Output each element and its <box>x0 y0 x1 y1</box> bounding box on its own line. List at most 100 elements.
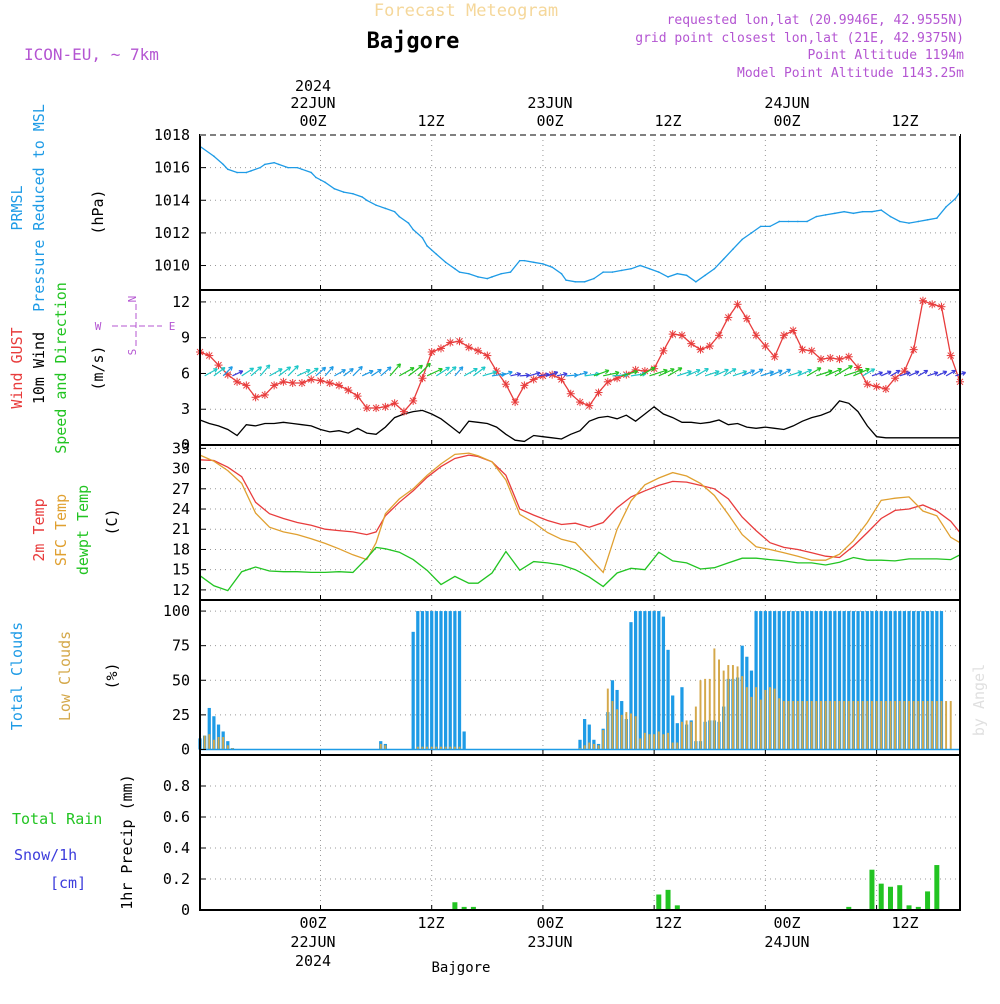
bottom-date-3: 24JUN <box>764 933 809 951</box>
wind-speed-line <box>200 401 960 442</box>
low-clouds-bar <box>616 709 618 749</box>
low-clouds-bar <box>950 701 952 749</box>
low-clouds-bar <box>737 666 739 749</box>
precip-ytick-label-2: 0.4 <box>163 839 190 857</box>
low-clouds-bar <box>686 720 688 749</box>
wind-dir-arrowhead <box>481 367 485 368</box>
pressure-point <box>510 271 512 273</box>
pressure-point <box>880 209 882 211</box>
low-clouds-bar <box>588 743 590 750</box>
pressure-point <box>422 237 424 239</box>
snow-cm-label: [cm] <box>50 874 86 892</box>
pressure-point <box>908 222 910 224</box>
total-clouds-bar <box>662 617 665 750</box>
wind-dir-arrowhead <box>743 371 747 372</box>
temp-ytick-label-7: 33 <box>172 439 190 457</box>
rain-bar <box>888 887 893 910</box>
low-clouds-bar <box>695 707 697 750</box>
low-clouds-bar <box>834 701 836 749</box>
wind-dir-arrowhead <box>508 371 512 372</box>
frames-layer <box>200 135 960 910</box>
pressure-point <box>741 239 743 241</box>
wind-dir-arrowhead <box>770 371 774 372</box>
pressure-ytick-label-1: 1012 <box>154 224 190 242</box>
low-clouds-bar <box>611 701 613 749</box>
pressure-point <box>500 273 502 275</box>
low-clouds-bar <box>709 679 711 750</box>
low-clouds-bar <box>936 701 938 749</box>
pressure-point <box>542 263 544 265</box>
compass-s: S <box>126 349 139 356</box>
low-clouds-bar <box>815 701 817 749</box>
snow-label: Snow/1h <box>14 846 77 864</box>
pressure-point <box>310 172 312 174</box>
top-hour-6: 12Z <box>891 112 918 130</box>
wind-unit: (m/s) <box>89 345 107 390</box>
low-clouds-bar <box>222 737 224 749</box>
low-clouds-bar <box>621 715 623 750</box>
rain-bar <box>934 865 939 910</box>
pressure-point <box>686 275 688 277</box>
total-clouds-bar <box>458 611 461 749</box>
lines-layer <box>196 146 966 591</box>
low-clouds-bar <box>732 665 734 749</box>
wind-dir-arrow <box>325 367 333 376</box>
low-clouds-bar <box>658 731 660 749</box>
pressure-label-main: PRMSL <box>8 185 26 230</box>
clouds-ytick-label-4: 100 <box>163 602 190 620</box>
low-clouds-bar <box>662 734 664 749</box>
pressure-point <box>862 211 864 213</box>
top-year: 2024 <box>295 77 331 95</box>
pressure-point <box>343 191 345 193</box>
pressure-point <box>955 198 957 200</box>
wind-dir-arrowhead <box>452 367 456 368</box>
total-clouds-bar <box>639 611 642 749</box>
low-clouds-bar <box>913 701 915 749</box>
pressure-point <box>551 266 553 268</box>
total-clouds-bar <box>463 731 466 749</box>
pressure-point <box>468 273 470 275</box>
low-clouds-bar <box>764 690 766 750</box>
pressure-point <box>394 211 396 213</box>
pressure-point <box>278 164 280 166</box>
bottom-hour-5: 00Z <box>773 914 800 932</box>
wind-dir-arrowhead <box>257 367 261 368</box>
low-clouds-bar <box>204 736 206 750</box>
pressure-point <box>658 271 660 273</box>
pressure-point <box>459 271 461 273</box>
low-clouds-bar <box>778 698 780 749</box>
low-clouds-bar <box>797 701 799 749</box>
pressure-ytick-label-0: 1010 <box>154 257 190 275</box>
pressure-point <box>408 222 410 224</box>
low-clouds-bar <box>871 701 873 749</box>
pressure-point <box>561 273 563 275</box>
total-clouds-bar <box>671 695 674 749</box>
low-clouds-bar <box>667 733 669 750</box>
requested-coords: requested lon,lat (20.9946E, 42.9555N) <box>667 13 964 28</box>
low-clouds-bar <box>672 743 674 750</box>
pressure-point <box>524 260 526 262</box>
precip-ytick-label-0: 0 <box>181 901 190 919</box>
pressure-point <box>834 213 836 215</box>
low-clouds-bar <box>880 701 882 749</box>
low-clouds-bar <box>380 744 382 750</box>
total-clouds-bar <box>449 611 452 749</box>
pressure-point <box>890 216 892 218</box>
bottom-hour-1: 00Z <box>299 914 326 932</box>
low-clouds-bar <box>783 701 785 749</box>
total-clouds-label: Total Clouds <box>8 622 26 730</box>
low-clouds-bar <box>843 701 845 749</box>
wind-dir-arrowhead <box>615 371 619 372</box>
pressure-point <box>436 253 438 255</box>
low-clouds-bar <box>713 648 715 749</box>
total-clouds-bar <box>653 611 656 749</box>
temp-sfc-label: SFC Temp <box>52 494 70 566</box>
wind-gust-label: Wind GUST <box>8 327 26 408</box>
low-clouds-bar <box>931 701 933 749</box>
precip-ytick-label-4: 0.8 <box>163 777 190 795</box>
pressure-point <box>853 213 855 215</box>
low-clouds-bar <box>848 701 850 749</box>
low-clouds-bar <box>723 671 725 750</box>
watermark: by Angel <box>970 664 988 736</box>
pressure-point <box>246 172 248 174</box>
